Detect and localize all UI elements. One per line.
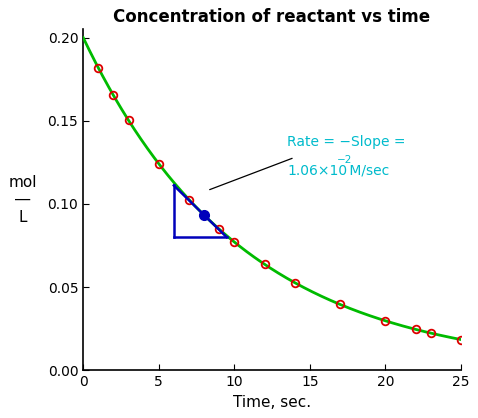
X-axis label: Time, sec.: Time, sec.	[233, 395, 311, 410]
Text: M/sec: M/sec	[345, 164, 390, 178]
Text: Rate = −Slope =: Rate = −Slope =	[287, 135, 406, 149]
Text: −2: −2	[337, 155, 352, 165]
Y-axis label: mol
―
L: mol ― L	[8, 175, 37, 224]
Title: Concentration of reactant vs time: Concentration of reactant vs time	[113, 8, 431, 26]
Text: 1.06×10: 1.06×10	[287, 164, 348, 178]
